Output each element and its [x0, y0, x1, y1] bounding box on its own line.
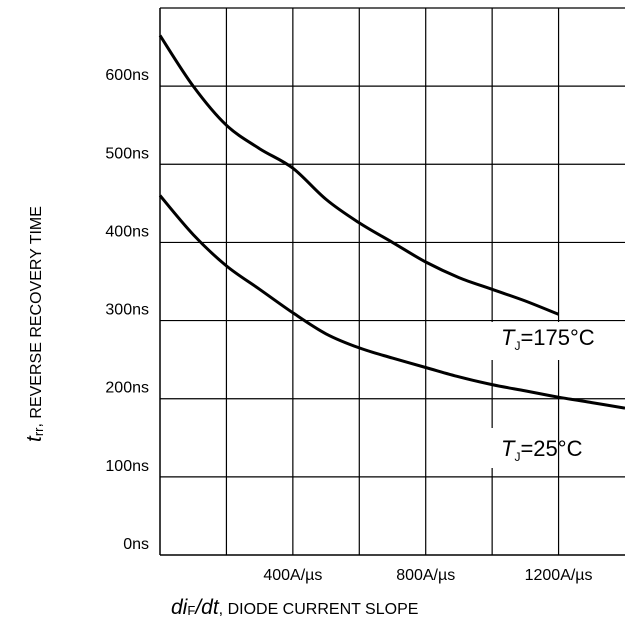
y-tick-label: 200ns — [105, 380, 149, 397]
curves — [158, 34, 625, 410]
y-tick-label: 400ns — [105, 223, 149, 240]
x-tick-labels: 400A/µs 800A/µs 1200A/µs — [263, 567, 592, 584]
label-backdrop — [486, 322, 625, 360]
x-tick-label: 1200A/µs — [525, 567, 593, 584]
y-tick-label: 0ns — [123, 536, 149, 553]
x-tick-label: 800A/µs — [396, 567, 455, 584]
y-tick-label: 100ns — [105, 458, 149, 475]
series-line-0 — [158, 34, 560, 316]
series-label-175: TJ=175°C — [501, 325, 595, 353]
series-label-25: TJ=25°C — [501, 436, 583, 464]
series-line-1 — [158, 194, 625, 410]
y-tick-label: 300ns — [105, 302, 149, 319]
x-tick-label: 400A/µs — [263, 567, 322, 584]
y-tick-labels: 0ns 100ns 200ns 300ns 400ns 500ns 600ns — [105, 67, 149, 553]
y-tick-label: 600ns — [105, 67, 149, 84]
y-tick-label: 500ns — [105, 145, 149, 162]
y-axis-label: trr, REVERSE RECOVERY TIME — [23, 206, 46, 442]
grid — [159, 7, 625, 556]
x-axis-label: diF/dt, DIODE CURRENT SLOPE — [171, 596, 418, 619]
label-backdrop — [486, 428, 625, 468]
